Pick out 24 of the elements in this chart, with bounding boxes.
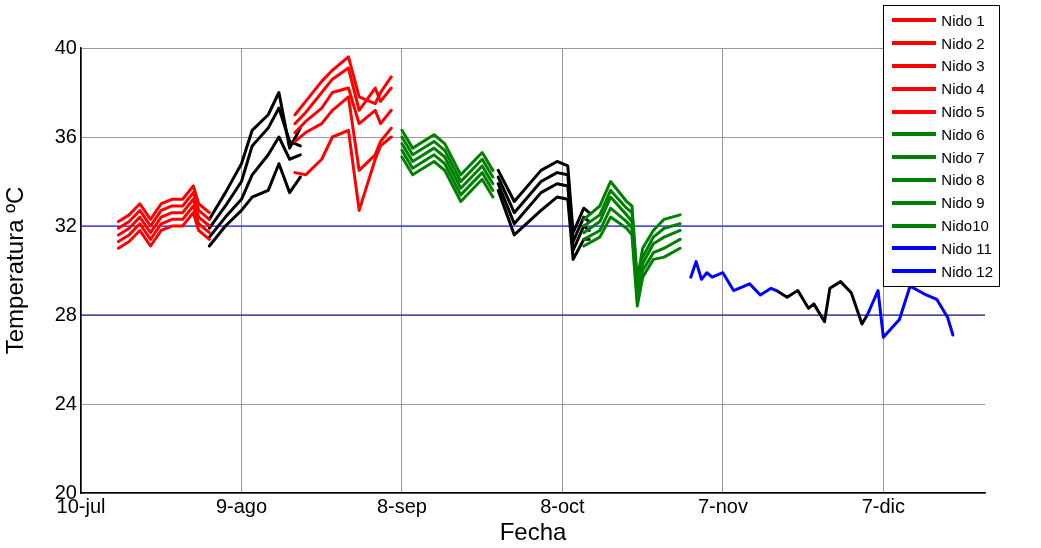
legend-label: Nido 8 xyxy=(941,171,985,189)
y-axis-title: Temperatura ºC xyxy=(1,186,29,355)
legend-label: Nido 2 xyxy=(941,34,985,52)
legend-label: Nido 7 xyxy=(941,148,985,166)
x-axis-title: Fecha xyxy=(499,518,567,546)
x-tick-label: 8-sep xyxy=(376,494,427,517)
legend-label: Nido 11 xyxy=(941,239,992,257)
legend-label: Nido 3 xyxy=(941,57,985,75)
x-tick-label: 8-oct xyxy=(540,494,586,517)
y-tick-label: 40 xyxy=(54,35,77,58)
x-tick-label: 7-dic xyxy=(861,494,906,517)
y-tick-label: 24 xyxy=(54,391,77,414)
legend-label: Nido10 xyxy=(941,217,989,235)
y-tick-label: 36 xyxy=(54,124,77,147)
y-tick-label: 28 xyxy=(54,302,77,325)
x-tick-label: 7-nov xyxy=(697,494,748,517)
x-tick-label: 9-ago xyxy=(215,494,268,517)
legend-label: Nido 5 xyxy=(941,103,985,121)
legend-label: Nido 4 xyxy=(941,80,985,98)
legend-label: Nido 12 xyxy=(941,262,993,280)
legend-label: Nido 6 xyxy=(941,125,985,143)
y-tick-label: 32 xyxy=(54,213,77,236)
legend-label: Nido 1 xyxy=(941,11,985,29)
legend-label: Nido 9 xyxy=(941,194,985,212)
